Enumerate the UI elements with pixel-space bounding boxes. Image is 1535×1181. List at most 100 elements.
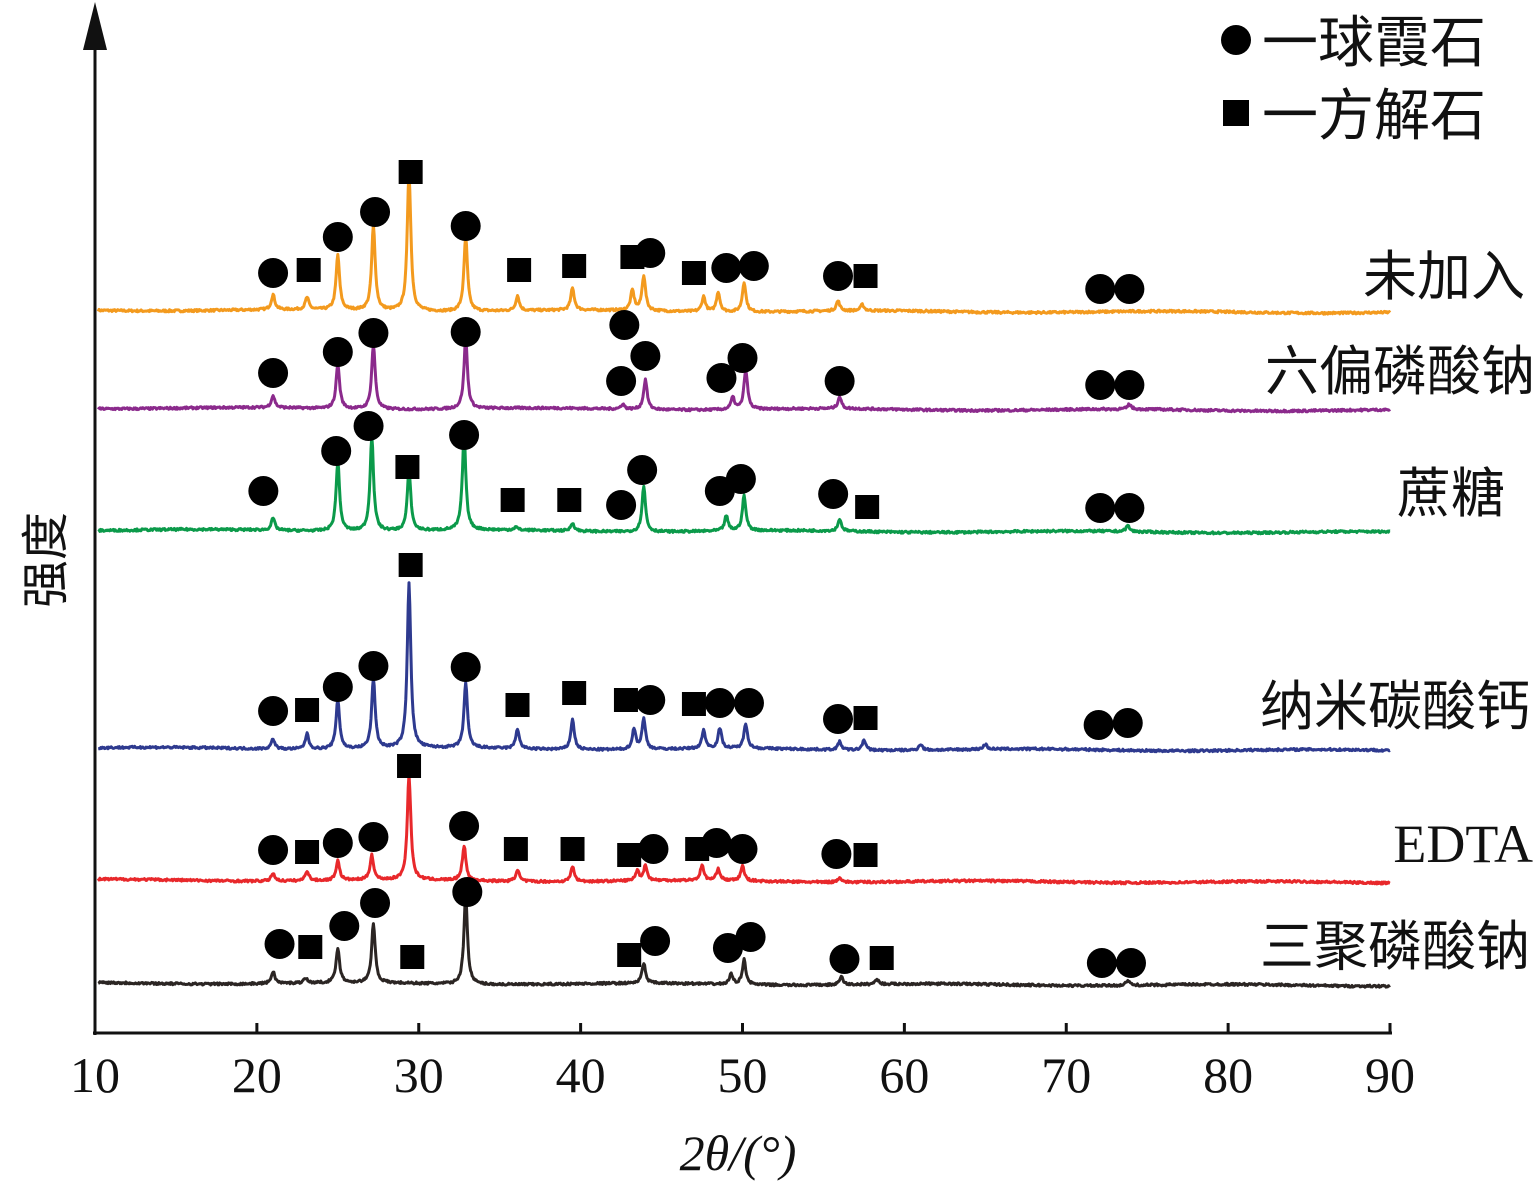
nepheline-marker	[1085, 274, 1116, 304]
nepheline-marker	[829, 944, 860, 974]
nepheline-marker	[1086, 948, 1117, 978]
legend-label-calcite: 一方解石	[1262, 86, 1486, 148]
calcite-marker	[613, 688, 638, 712]
nepheline-marker	[322, 222, 353, 252]
legend-square-icon	[1223, 100, 1249, 126]
series-line-3	[97, 581, 1391, 754]
nepheline-marker	[452, 877, 483, 907]
nepheline-marker	[321, 436, 352, 466]
x-tick-label: 60	[879, 1047, 929, 1103]
nepheline-marker	[358, 822, 389, 852]
nepheline-marker	[450, 652, 481, 682]
nepheline-marker	[450, 317, 481, 347]
calcite-marker	[620, 245, 645, 269]
series-label: 六偏磷酸钠	[1265, 342, 1535, 402]
nepheline-marker	[450, 211, 481, 241]
calcite-marker	[503, 837, 528, 861]
nepheline-marker	[1112, 708, 1143, 738]
series-line-0	[96, 169, 1392, 316]
nepheline-marker	[329, 911, 360, 941]
nepheline-marker	[711, 253, 742, 283]
series-line-4	[96, 772, 1391, 886]
series-line-2	[97, 432, 1391, 536]
nepheline-marker	[353, 411, 384, 441]
nepheline-marker	[738, 251, 769, 281]
nepheline-marker	[1085, 370, 1116, 400]
nepheline-marker	[322, 828, 353, 858]
nepheline-marker	[821, 839, 852, 869]
nepheline-marker	[264, 929, 295, 959]
x-tick-label: 30	[394, 1047, 444, 1103]
nepheline-marker	[823, 704, 854, 734]
nepheline-marker	[1114, 274, 1145, 304]
calcite-marker	[685, 837, 710, 861]
nepheline-marker	[635, 685, 666, 715]
marker-layer	[248, 160, 1146, 978]
nepheline-marker	[1114, 370, 1145, 400]
series-label: 三聚磷酸钠	[1260, 917, 1530, 977]
series-line-1	[96, 337, 1392, 414]
calcite-marker	[557, 488, 582, 512]
calcite-marker	[853, 843, 878, 867]
calcite-marker	[560, 837, 585, 861]
calcite-marker	[505, 693, 530, 717]
nepheline-marker	[360, 888, 391, 918]
nepheline-marker	[606, 366, 637, 396]
nepheline-marker	[823, 261, 854, 291]
y-axis-label: 强度	[20, 512, 73, 608]
x-tick-label: 10	[70, 1047, 120, 1103]
y-axis-arrow	[83, 2, 107, 50]
nepheline-marker	[258, 358, 289, 388]
calcite-marker	[296, 258, 321, 282]
x-tick-label: 20	[232, 1047, 282, 1103]
series-label: 未加入	[1363, 247, 1525, 307]
nepheline-marker	[733, 688, 764, 718]
calcite-marker	[562, 254, 587, 278]
nepheline-marker	[449, 420, 480, 450]
calcite-marker	[869, 946, 894, 970]
nepheline-marker	[322, 672, 353, 702]
series-label: EDTA	[1393, 814, 1533, 874]
calcite-marker	[397, 754, 422, 778]
nepheline-marker	[640, 926, 671, 956]
nepheline-marker	[358, 651, 389, 681]
calcite-marker	[398, 553, 423, 577]
nepheline-marker	[712, 933, 743, 963]
x-tick-label: 70	[1041, 1047, 1091, 1103]
calcite-marker	[681, 692, 706, 716]
series-line-5	[97, 892, 1391, 989]
calcite-marker	[298, 935, 323, 959]
tick-layer: 10 20 30 40 50 60 70 80 90	[70, 1023, 1415, 1103]
calcite-marker	[295, 840, 320, 864]
nepheline-marker	[1085, 493, 1116, 523]
calcite-marker	[681, 261, 706, 285]
calcite-marker	[507, 258, 532, 282]
nepheline-marker	[606, 490, 637, 520]
nepheline-marker	[609, 310, 640, 340]
calcite-marker	[562, 681, 587, 705]
calcite-marker	[617, 843, 642, 867]
nepheline-marker	[725, 464, 756, 494]
calcite-marker	[400, 945, 425, 969]
x-axis-label: 2θ/(°)	[680, 1125, 797, 1181]
nepheline-marker	[258, 696, 289, 726]
nepheline-marker	[727, 343, 758, 373]
nepheline-marker	[258, 835, 289, 865]
nepheline-marker	[258, 258, 289, 288]
nepheline-marker	[1114, 493, 1145, 523]
nepheline-marker	[627, 455, 658, 485]
nepheline-marker	[727, 834, 758, 864]
nepheline-marker	[704, 688, 735, 718]
nepheline-marker	[248, 476, 279, 506]
nepheline-marker	[824, 366, 855, 396]
nepheline-marker	[449, 811, 480, 841]
calcite-marker	[617, 943, 642, 967]
legend-label-nepheline: 一球霞石	[1262, 13, 1486, 75]
x-tick-label: 40	[556, 1047, 606, 1103]
nepheline-marker	[358, 318, 389, 348]
calcite-marker	[500, 488, 525, 512]
legend-circle-icon	[1221, 25, 1251, 55]
nepheline-marker	[1083, 710, 1114, 740]
calcite-marker	[855, 495, 880, 519]
nepheline-marker	[706, 363, 737, 393]
